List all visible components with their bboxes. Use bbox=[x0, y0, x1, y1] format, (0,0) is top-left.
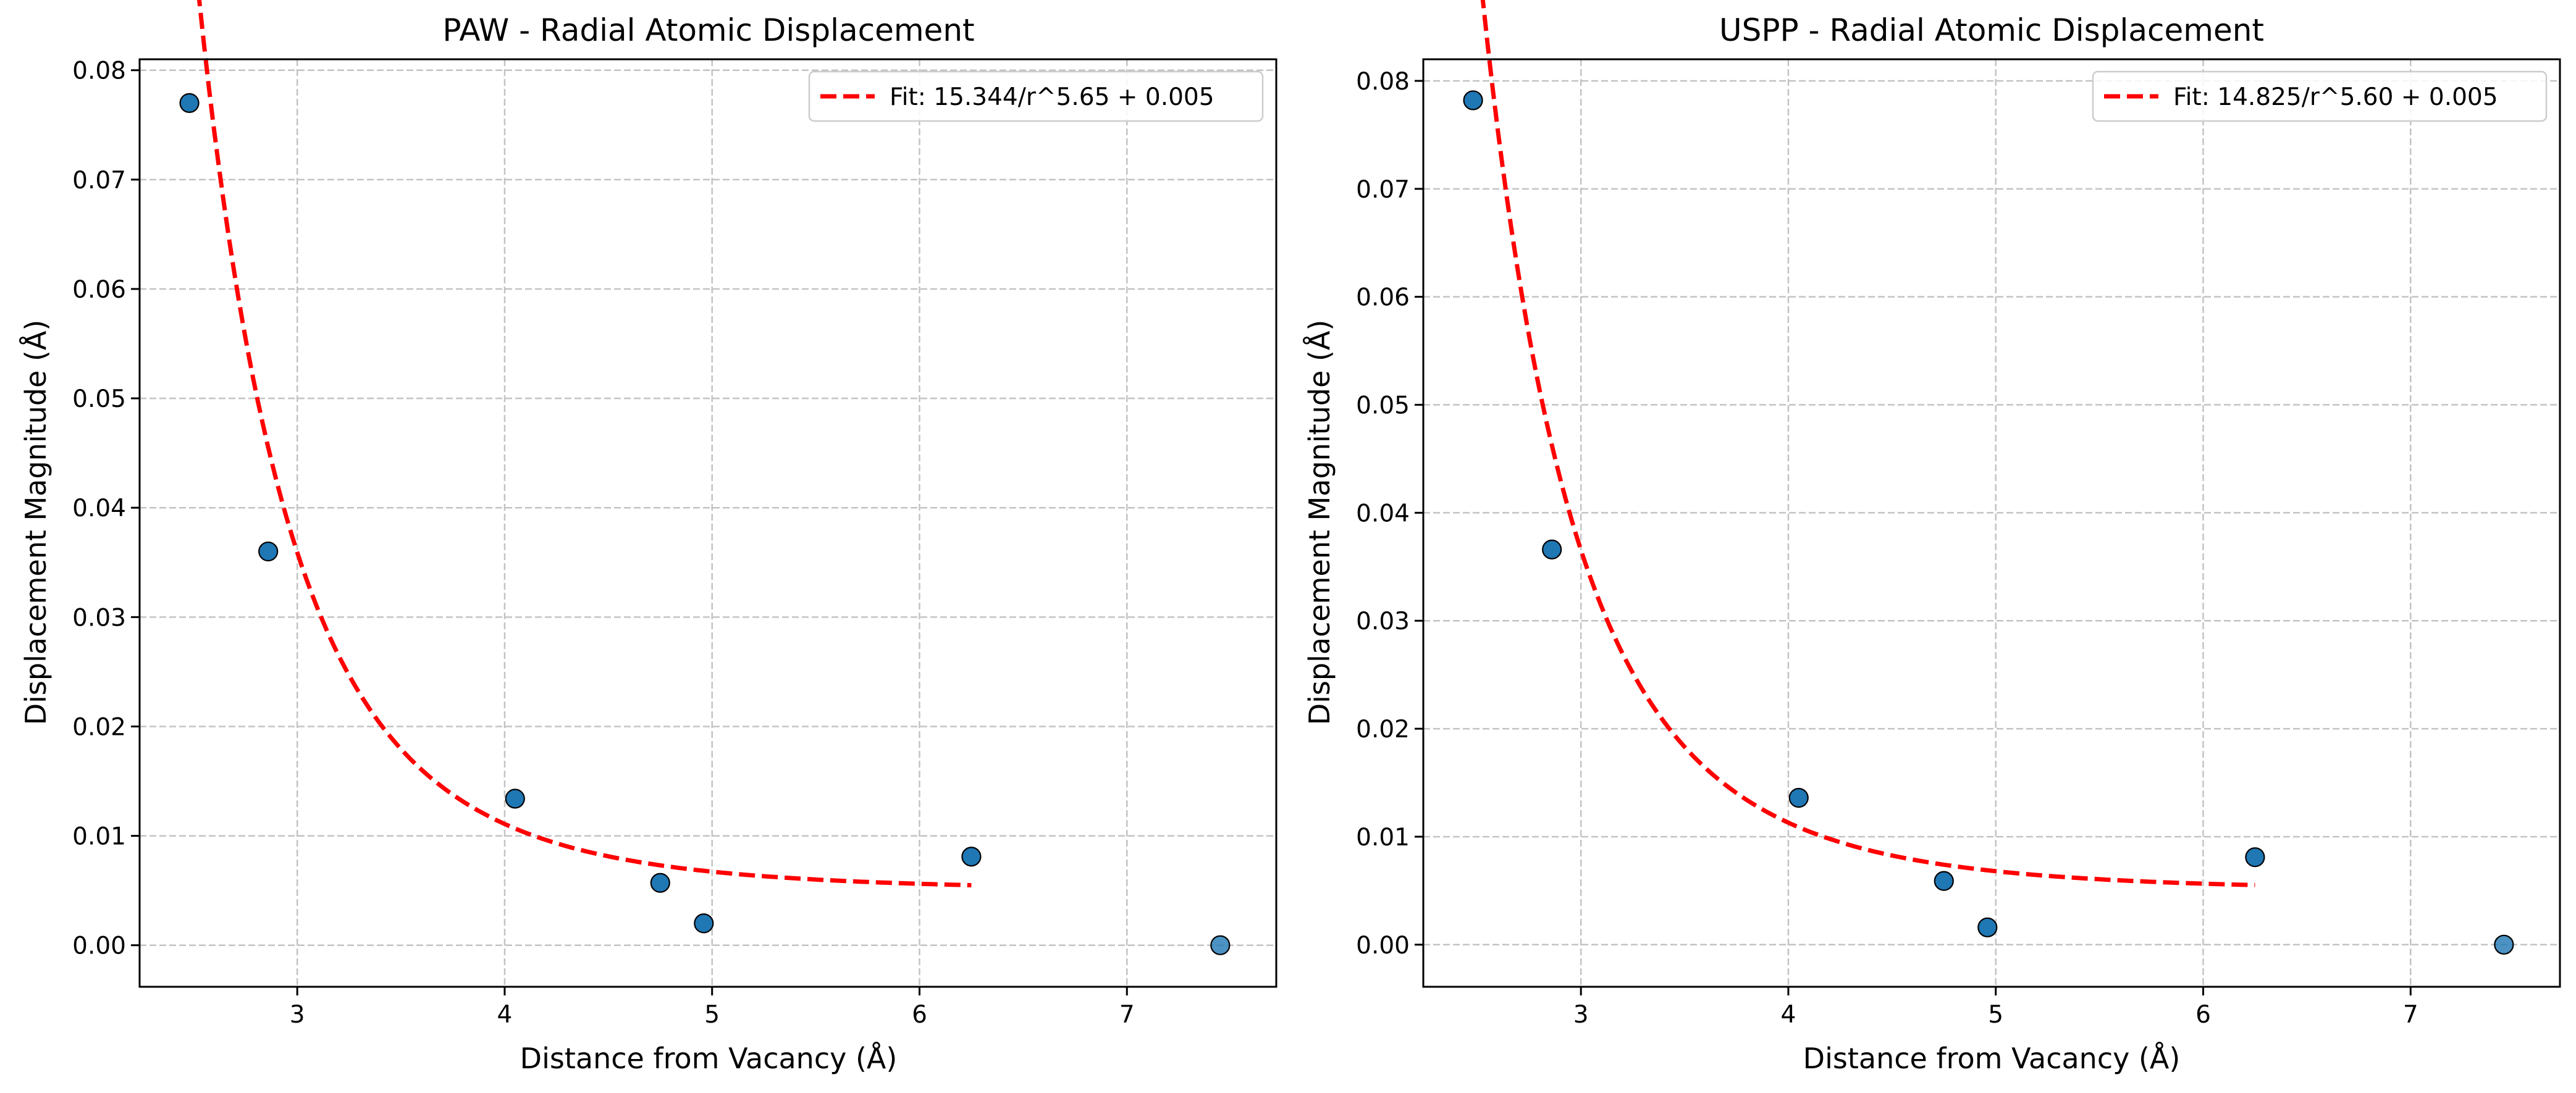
x-tick-label: 5 bbox=[704, 1001, 720, 1029]
y-tick-label: 0.08 bbox=[72, 57, 126, 85]
legend-entry: Fit: 15.344/r^5.65 + 0.005 bbox=[890, 83, 1214, 111]
data-point bbox=[650, 873, 670, 893]
data-point bbox=[1788, 787, 1809, 808]
x-tick-label: 3 bbox=[290, 1001, 305, 1029]
y-tick-label: 0.03 bbox=[1356, 608, 1410, 635]
legend: Fit: 15.344/r^5.65 + 0.005 bbox=[808, 70, 1264, 122]
x-tick-label: 7 bbox=[2403, 1001, 2418, 1029]
chart-title: PAW - Radial Atomic Displacement bbox=[442, 12, 974, 48]
grid bbox=[1423, 59, 2560, 987]
y-tick-label: 0.01 bbox=[72, 823, 126, 851]
data-points bbox=[179, 93, 1231, 955]
chart-paw: PAW - Radial Atomic Displacement Distanc… bbox=[19, 0, 1277, 1075]
y-tick-label: 0.00 bbox=[72, 932, 126, 960]
data-point bbox=[258, 541, 279, 562]
data-point bbox=[1977, 917, 1998, 937]
x-tick-label: 4 bbox=[1781, 1001, 1796, 1029]
y-tick-label: 0.03 bbox=[72, 604, 126, 632]
y-tick-label: 0.06 bbox=[72, 276, 126, 304]
data-point bbox=[1542, 539, 1562, 559]
y-tick-label: 0.02 bbox=[1356, 716, 1410, 743]
chart-uspp: USPP - Radial Atomic Displacement Distan… bbox=[1303, 0, 2561, 1075]
legend-entry: Fit: 14.825/r^5.60 + 0.005 bbox=[2173, 83, 2498, 111]
y-tick-label: 0.05 bbox=[1356, 392, 1410, 420]
data-point bbox=[179, 93, 200, 113]
data-point bbox=[1210, 935, 1231, 955]
data-point bbox=[2494, 934, 2514, 955]
x-tick-label: 5 bbox=[1988, 1001, 2003, 1029]
legend-box bbox=[808, 70, 1264, 122]
data-point bbox=[1934, 871, 1954, 891]
x-axis-label: Distance from Vacancy (Å) bbox=[1803, 1042, 2181, 1075]
legend-box bbox=[2092, 70, 2548, 122]
x-tick-label: 4 bbox=[497, 1001, 513, 1029]
y-tick-label: 0.05 bbox=[72, 385, 126, 413]
data-point bbox=[505, 789, 525, 809]
y-axis-label: Displacement Magnitude (Å) bbox=[1303, 320, 1336, 726]
ticks: 3 4 5 6 7 0.00 0.01 0.02 0.03 0.04 0.05 0.06 0.07 0.0… bbox=[72, 57, 1135, 1029]
y-tick-label: 0.00 bbox=[1356, 932, 1410, 960]
data-point bbox=[961, 847, 982, 867]
y-tick-label: 0.07 bbox=[72, 167, 126, 195]
data-point bbox=[1463, 90, 1483, 111]
y-tick-label: 0.04 bbox=[72, 495, 126, 522]
y-tick-label: 0.02 bbox=[72, 713, 126, 741]
y-axis-label: Displacement Magnitude (Å) bbox=[19, 320, 53, 726]
chart-title: USPP - Radial Atomic Displacement bbox=[1719, 12, 2264, 48]
y-tick-label: 0.04 bbox=[1356, 500, 1410, 527]
plot-area: 3 4 5 6 7 0.00 0.01 0.02 0.03 0.04 0.05 0.06 0.07 0.0… bbox=[72, 0, 1277, 1029]
x-tick-label: 7 bbox=[1119, 1001, 1135, 1029]
ticks: 3 4 5 6 7 0.00 0.01 0.02 0.03 0.04 0.05 0.06 0.07 0.0… bbox=[1356, 68, 2418, 1029]
plot-area: 3 4 5 6 7 0.00 0.01 0.02 0.03 0.04 0.05 0.06 0.07 0.0… bbox=[1356, 0, 2561, 1029]
grid bbox=[140, 59, 1276, 987]
y-tick-label: 0.08 bbox=[1356, 68, 1410, 96]
fit-line bbox=[197, 0, 972, 887]
data-point bbox=[694, 913, 714, 934]
data-points bbox=[1463, 90, 2514, 955]
legend: Fit: 14.825/r^5.60 + 0.005 bbox=[2092, 70, 2548, 122]
y-tick-label: 0.01 bbox=[1356, 824, 1410, 852]
axes-frame bbox=[1422, 58, 2561, 988]
x-tick-label: 6 bbox=[2195, 1001, 2211, 1029]
x-tick-label: 3 bbox=[1573, 1001, 1589, 1029]
y-tick-label: 0.06 bbox=[1356, 284, 1410, 312]
x-axis-label: Distance from Vacancy (Å) bbox=[520, 1042, 898, 1075]
fit-line bbox=[1480, 0, 2255, 887]
data-point bbox=[2245, 847, 2265, 868]
x-tick-label: 6 bbox=[912, 1001, 927, 1029]
axes-frame bbox=[138, 58, 1277, 988]
y-tick-label: 0.07 bbox=[1356, 176, 1410, 204]
